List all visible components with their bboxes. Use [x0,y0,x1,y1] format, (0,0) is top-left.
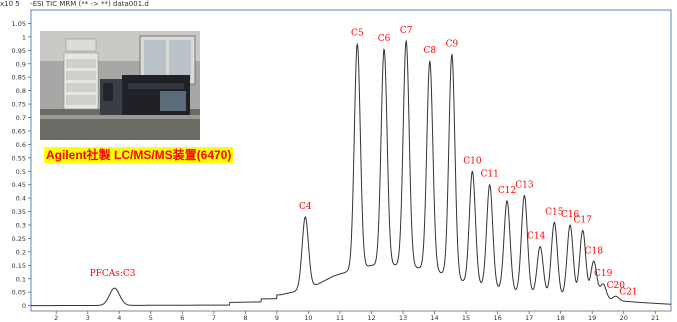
y-tick-label: 0.8 [16,87,26,95]
chart-frame [30,9,672,312]
y-tick-label: 0.25 [12,235,26,243]
peak-label: C11 [481,170,499,180]
y-tick-label: 0.35 [12,208,26,216]
x-tick-label: 21 [651,314,659,322]
y-tick-label: 0.2 [16,248,26,256]
peak-label: C4 [299,202,312,212]
peak-label: C20 [607,281,626,291]
x-tick-label: 20 [620,314,628,322]
y-tick-label: 0.7 [16,114,26,122]
x-tick-label: 13 [399,314,407,322]
y-tick-label: 0 [22,302,26,310]
x-tick-label: 15 [462,314,470,322]
x-tick-label: 8 [243,314,247,322]
peak-label: C21 [619,287,637,297]
x-tick-label: 19 [588,314,596,322]
tic-trace-line [30,39,672,307]
peak-label: PFCAs:C3 [90,269,136,279]
y-tick-label: 0.6 [16,141,26,149]
instrument-photo [40,31,200,140]
x-tick-label: 18 [557,314,565,322]
x-tick-label: 11 [336,314,344,322]
x-tick-label: 7 [212,314,216,322]
y-tick-label: 0.1 [16,275,26,283]
y-tick-label: 0.65 [12,127,26,135]
peak-label: C18 [585,246,604,256]
peak-label: C5 [351,29,364,39]
x-tick-label: 12 [367,314,375,322]
peak-label: C15 [545,207,564,217]
y-tick-label: 1.05 [12,20,26,28]
y-tick-label: 0.3 [16,222,26,230]
peak-labels: PFCAs:C3C4C5C6C7C8C9C10C11C12C13C14C15C1… [90,26,638,297]
y-tick-label: 0.05 [12,289,26,297]
x-tick-label: 9 [275,314,279,322]
peak-label: C16 [561,210,580,220]
y-tick-label: 0.9 [16,60,26,68]
y-tick-label: 0.95 [12,47,26,55]
peak-label: C10 [463,156,482,166]
peak-label: C19 [594,269,613,279]
x-tick-label: 6 [180,314,184,322]
y-tick-label: 0.75 [12,101,26,109]
y-axis: 0 0.05 0.1 0.15 0.2 0.25 0.3 0.35 0.4 0.45 0.5 0.55… [12,20,31,310]
y-multiplier-label: x10 5 [0,0,20,8]
x-tick-label: 5 [149,314,153,322]
y-tick-label: 0.15 [12,262,26,270]
x-tick-label: 14 [430,314,438,322]
x-tick-label: 17 [525,314,533,322]
x-tick-label: 2 [54,314,58,322]
chart-title: -ESI TIC MRM (** -> **) data001.d [30,0,149,8]
x-tick-label: 16 [493,314,501,322]
peak-label: C14 [527,232,546,242]
y-tick-label: 0.5 [16,168,26,176]
peak-label: C6 [378,34,391,44]
x-tick-label: 10 [304,314,312,322]
peak-label: C12 [498,186,516,196]
y-tick-label: 0.55 [12,154,26,162]
y-tick-label: 0.45 [12,181,26,189]
instrument-caption: Agilent社製 LC/MS/MS装置(6470) [44,147,234,163]
chart-header: x10 5 -ESI TIC MRM (** -> **) data001.d [0,0,149,8]
peak-label: C9 [446,39,459,49]
y-tick-label: 0.85 [12,74,26,82]
peak-label: C8 [424,46,437,56]
x-tick-label: 3 [86,314,90,322]
peak-label: C7 [400,26,413,36]
peak-label: C17 [574,215,593,225]
peak-label: C13 [515,180,534,190]
x-axis: 2 3 4 5 6 7 8 9 10 11 12 13 14 15 16 17 18 19 20 21 [54,311,659,322]
x-tick-label: 4 [117,314,121,322]
y-tick-label: 1 [22,33,26,41]
y-tick-label: 0.4 [16,195,26,203]
